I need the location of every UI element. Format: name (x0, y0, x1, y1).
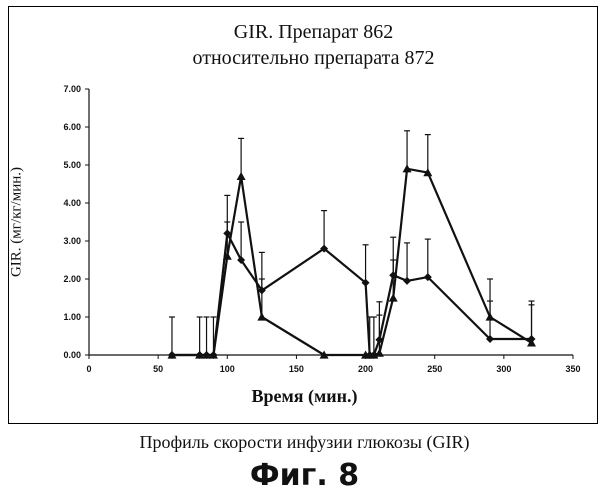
x-tick-label: 300 (496, 364, 511, 374)
x-tick-label: 150 (289, 364, 304, 374)
x-axis-label: Время (мин.) (0, 386, 609, 407)
series-1-line (172, 233, 532, 355)
series-2-point-triangle (237, 172, 246, 180)
series-2-point-triangle (257, 313, 266, 321)
x-tick-label: 50 (153, 364, 163, 374)
y-tick-label: 5.00 (63, 160, 81, 170)
series-1-point-diamond (403, 277, 411, 285)
y-axis-label: GIR. (мг/кг/мин.) (9, 167, 26, 277)
y-tick-label: 3.00 (63, 236, 81, 246)
chart-svg: 0.00 1.00 2.00 3.00 4.00 5.00 6.00 7.00 0 50 100 15… (0, 0, 609, 424)
x-tick-label: 250 (427, 364, 442, 374)
y-tick-label: 6.00 (63, 122, 81, 132)
y-tick-label: 4.00 (63, 198, 81, 208)
y-tick-label: 1.00 (63, 312, 81, 322)
y-tick-label: 0.00 (63, 350, 81, 360)
y-tick-label: 7.00 (63, 84, 81, 94)
x-tick-label: 350 (565, 364, 580, 374)
series-2-point-triangle (486, 313, 495, 321)
figure-caption: Профиль скорости инфузии глюкозы (GIR) (0, 432, 609, 453)
y-tick-label: 2.00 (63, 274, 81, 284)
x-tick-label: 200 (358, 364, 373, 374)
figure-label: Фиг. 8 (0, 458, 609, 493)
x-tick-label: 100 (220, 364, 235, 374)
x-tick-label: 0 (86, 364, 91, 374)
